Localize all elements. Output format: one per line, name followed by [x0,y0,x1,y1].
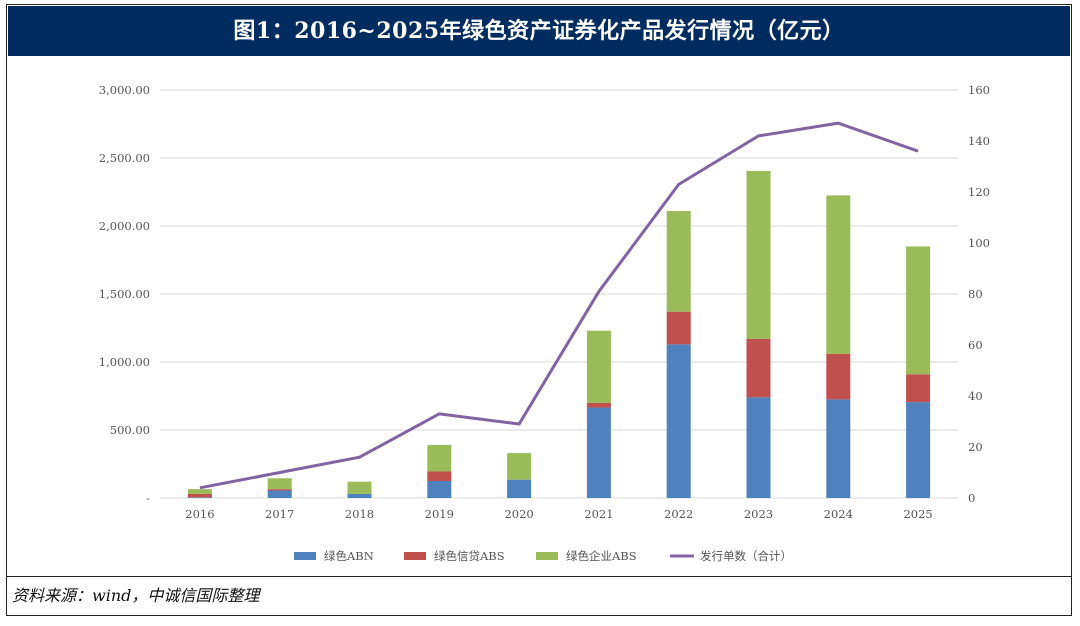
y-left-tick-label: 1,000.00 [99,355,150,369]
bar-segment [187,489,212,494]
y-right-tick-label: 100 [968,236,990,250]
y-right-tick-label: 20 [968,440,983,454]
legend-label: 发行单数（合计） [700,549,792,563]
y-left-tick-label: 3,000.00 [99,83,150,97]
x-tick-label: 2023 [744,507,773,521]
source-divider [6,576,1072,577]
y-left-tick-label: 2,500.00 [99,151,150,165]
y-right-tick-label: 120 [968,185,990,199]
y-right-tick-label: 80 [968,287,983,301]
bar-segment [507,479,532,498]
x-tick-label: 2022 [664,507,693,521]
chart-area: - 500.00 1,000.00 1,500.00 2,000.00 2,500.00 3… [6,56,1072,576]
legend-swatch [404,552,426,560]
bar-segment [187,493,212,498]
bar-segment [666,211,691,312]
legend-label: 绿色信贷ABS [434,549,505,563]
bar-segment [906,246,931,375]
bar-segment [746,397,771,498]
chart-frame [6,4,1072,616]
x-tick-label: 2018 [345,507,374,521]
y-left-tick-label: - [146,491,150,505]
chart-svg: - 500.00 1,000.00 1,500.00 2,000.00 2,500.00 3… [99,83,990,563]
bar-segment [586,402,611,408]
source-note: 资料来源：wind，中诚信国际整理 [12,586,260,605]
x-tick-label: 2016 [185,507,214,521]
legend-label: 绿色企业ABS [566,549,637,563]
legend-swatch [294,552,316,560]
bar-segment [347,481,372,494]
x-tick-label: 2019 [425,507,454,521]
bar-segment [427,471,452,481]
bar-segment [746,170,771,339]
line-series [199,121,919,490]
y-right-tick-label: 160 [968,83,990,97]
bar-segment [586,407,611,498]
bar-segment [347,493,372,498]
bar-segment [586,330,611,403]
bar-segment [267,490,292,498]
y-right-tick-label: 40 [968,389,983,403]
bar-segment [826,353,851,400]
legend-swatch [536,552,558,560]
x-tick-label: 2025 [903,507,932,521]
x-tick-label: 2024 [824,507,853,521]
bar-segment [826,195,851,354]
y-right-tick-label: 0 [968,491,975,505]
bar-segment [666,311,691,345]
bar-segment [826,399,851,498]
x-tick-label: 2020 [504,507,533,521]
bar-segment [906,374,931,403]
bar-segment [427,444,452,472]
y-right-tick-label: 140 [968,134,990,148]
bar-segment [267,478,292,490]
x-tick-label: 2021 [584,507,613,521]
x-tick-label: 2017 [265,507,294,521]
chart-title: 图1：2016~2025年绿色资产证券化产品发行情况（亿元） [8,6,1070,56]
bar-segment [746,338,771,398]
bar-segment [906,402,931,498]
bar-segment [666,344,691,498]
bar-segment [267,489,292,491]
y-right-tick-label: 60 [968,338,983,352]
bar-segment [427,481,452,498]
y-left-tick-label: 1,500.00 [99,287,150,301]
bar-segment [507,453,532,480]
y-left-tick-label: 2,000.00 [99,219,150,233]
legend-label: 绿色ABN [324,549,374,563]
y-left-tick-label: 500.00 [110,423,150,437]
bar-segment [187,497,212,498]
